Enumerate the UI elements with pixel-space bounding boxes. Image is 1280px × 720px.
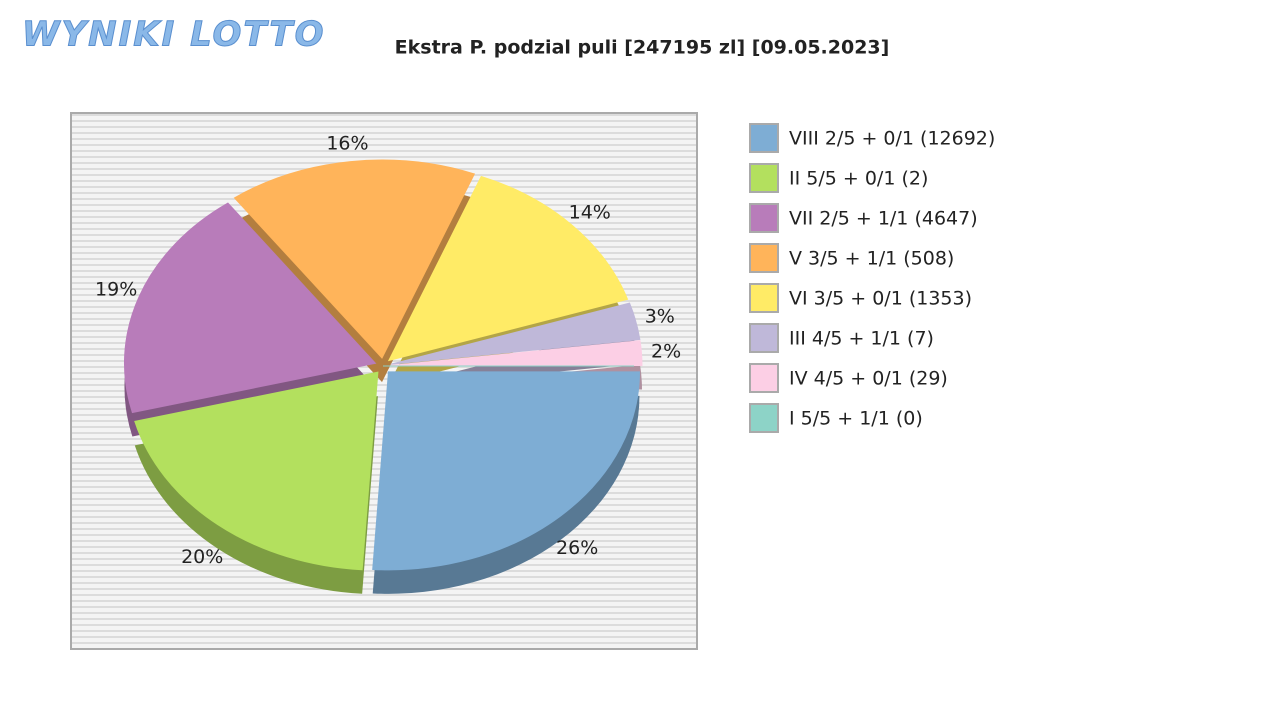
legend-swatch (749, 123, 779, 153)
legend-swatch (749, 203, 779, 233)
data-label: 26% (556, 537, 598, 559)
legend-label: VI 3/5 + 0/1 (1353) (789, 288, 972, 310)
logo: WYNIKI LOTTO (22, 15, 326, 55)
legend-swatch (749, 283, 779, 313)
legend-label: V 3/5 + 1/1 (508) (789, 248, 954, 270)
legend-swatch (749, 163, 779, 193)
pie: 26% 20% 19% 16% 14% 3% 2% (95, 133, 681, 594)
data-label: 14% (569, 201, 611, 223)
legend-swatch (749, 323, 779, 353)
legend-label: VIII 2/5 + 0/1 (12692) (789, 128, 995, 150)
data-label: 19% (95, 279, 137, 301)
legend-swatch (749, 403, 779, 433)
slice (134, 371, 379, 571)
data-label: 16% (326, 133, 368, 155)
legend-label: IV 4/5 + 0/1 (29) (789, 368, 948, 390)
slice (123, 202, 377, 414)
data-label: 3% (645, 306, 675, 328)
legend-swatch (749, 243, 779, 273)
legend-swatch (749, 363, 779, 393)
slice (387, 175, 629, 362)
chart-title: Ekstra P. podzial puli [247195 zl] [09.0… (395, 37, 890, 59)
legend-label: I 5/5 + 1/1 (0) (789, 408, 923, 430)
slice (233, 159, 476, 359)
data-label: 2% (651, 340, 681, 362)
legend-label: VII 2/5 + 1/1 (4647) (789, 208, 978, 230)
legend-label: II 5/5 + 0/1 (2) (789, 168, 928, 190)
legend: VIII 2/5 + 0/1 (12692) II 5/5 + 0/1 (2) VI… (749, 123, 995, 433)
slice (390, 340, 643, 366)
slice (390, 302, 641, 365)
slice (372, 371, 640, 571)
legend-label: III 4/5 + 1/1 (7) (789, 328, 934, 350)
data-label: 20% (181, 546, 223, 568)
